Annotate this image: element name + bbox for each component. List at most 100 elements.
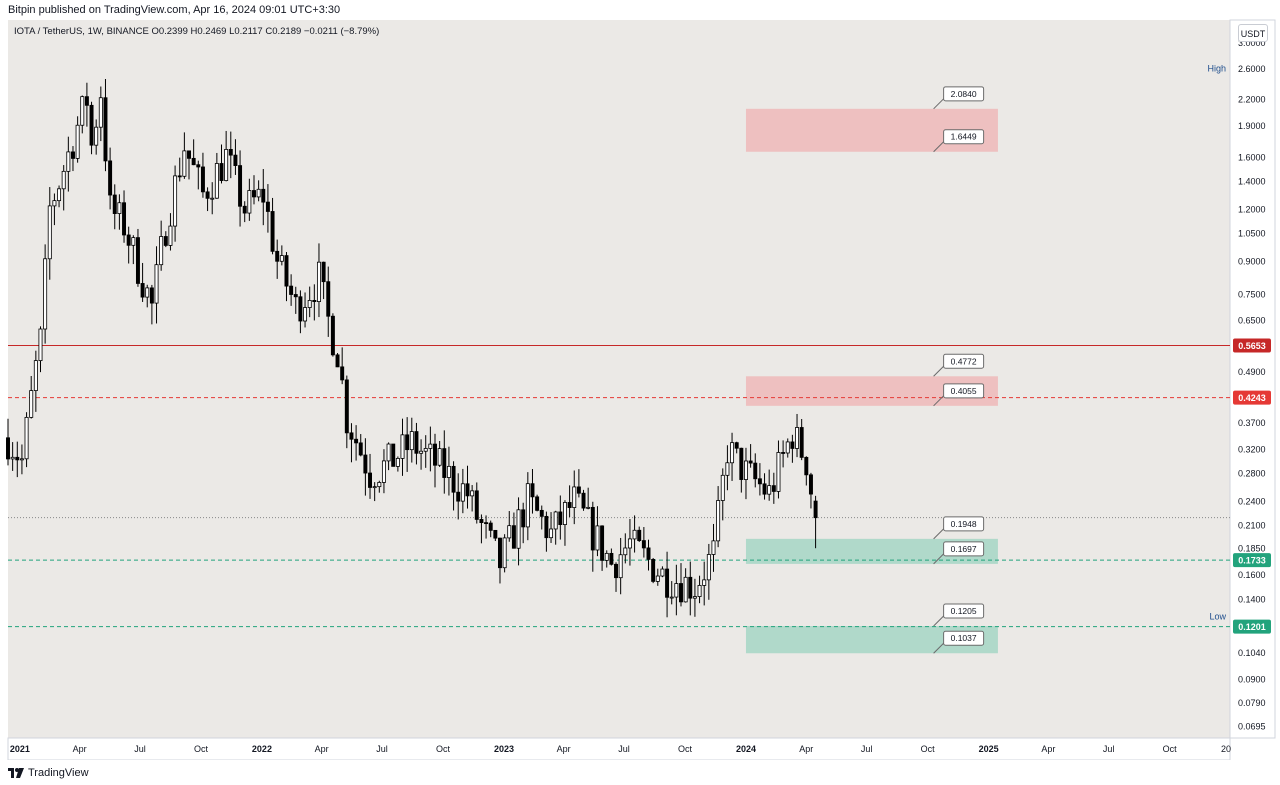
price-badge-bg — [1233, 338, 1271, 353]
candle-body-up — [706, 554, 711, 581]
candle — [265, 184, 270, 233]
candle-body-up — [595, 525, 600, 551]
candle — [61, 165, 66, 211]
candle-body-up — [549, 528, 554, 539]
candle — [135, 228, 140, 287]
candle — [75, 116, 80, 163]
candle-body-down — [242, 205, 247, 214]
candle-body-down — [122, 202, 127, 236]
candle — [126, 226, 131, 264]
candle-body-up — [145, 287, 150, 298]
callout-box — [943, 630, 985, 646]
candle-body-up — [29, 390, 34, 418]
candle-body-down — [530, 483, 535, 498]
zone-label: 0.1948 — [933, 516, 985, 540]
candle — [219, 144, 224, 184]
candle-body-up — [279, 255, 284, 262]
candle — [688, 561, 693, 616]
candle — [224, 130, 229, 182]
candle — [233, 139, 238, 175]
zone-price-label: 0.4055 — [951, 386, 977, 396]
candle-body-down — [191, 157, 196, 166]
candle — [702, 561, 707, 606]
candle-body-down — [813, 500, 818, 519]
candle — [354, 425, 359, 461]
candle — [590, 501, 595, 572]
candle — [428, 426, 433, 472]
zone-price-label: 0.1697 — [951, 544, 977, 554]
candle — [117, 194, 122, 230]
candle — [344, 375, 349, 449]
candle-body-down — [558, 511, 563, 525]
candle — [488, 520, 493, 538]
x-tick-label: Apr — [557, 744, 571, 754]
candle — [298, 290, 303, 334]
candle-body-down — [465, 483, 470, 497]
tradingview-logo-icon — [8, 767, 24, 778]
candle-body-up — [428, 443, 433, 449]
candle-body-down — [651, 559, 656, 582]
candle-body-down — [344, 379, 349, 434]
candle — [242, 201, 247, 223]
candle — [52, 193, 57, 226]
candle — [795, 413, 800, 458]
candle — [456, 473, 461, 520]
candle — [6, 418, 10, 466]
candle — [196, 160, 201, 190]
candle — [790, 434, 795, 463]
price-axis[interactable] — [1229, 19, 1276, 739]
candle-body-down — [567, 502, 572, 508]
candle — [400, 418, 405, 476]
candle-body-down — [219, 163, 224, 181]
candle — [451, 461, 456, 511]
candle-body-up — [502, 537, 507, 569]
candle — [433, 433, 437, 488]
x-tick-label: 2023 — [494, 744, 514, 754]
candle-body-up — [720, 474, 725, 501]
candle-body-up — [692, 596, 697, 599]
currency-button[interactable]: USDT — [1238, 24, 1268, 42]
x-tick-label: Jul — [618, 744, 630, 754]
zone-label: 1.6449 — [933, 129, 985, 153]
candle-body-down — [177, 175, 182, 178]
candle-body-up — [173, 175, 178, 227]
y-tick-label: 3.0000 — [1238, 38, 1266, 48]
price-badge-bg — [1233, 619, 1271, 634]
candle — [261, 169, 266, 226]
candle — [214, 152, 219, 199]
candle — [651, 557, 656, 584]
candle-body-down — [799, 427, 804, 458]
candle — [604, 550, 609, 568]
candle-body-up — [660, 568, 665, 577]
candle — [330, 313, 335, 357]
candle-body-up — [623, 547, 628, 556]
candle — [19, 444, 24, 475]
price-chart[interactable]: 2.0840 1.6449 0.4772 0.4055 0.1948 0.1697 0.12… — [0, 0, 1280, 760]
candle-body-down — [233, 154, 238, 166]
y-tick-label: 1.6000 — [1238, 152, 1266, 162]
y-tick-label: 0.2400 — [1238, 496, 1266, 506]
candle-body-down — [312, 300, 317, 302]
candle — [94, 119, 99, 155]
candle — [646, 539, 651, 571]
candle — [493, 529, 498, 542]
candle — [618, 537, 623, 595]
candle-body-up — [572, 486, 577, 508]
candle — [502, 534, 507, 573]
x-tick-label: 2024 — [736, 744, 756, 754]
candle-body-up — [24, 416, 29, 460]
candle-body-up — [795, 427, 800, 449]
x-tick-label: 2025 — [979, 744, 999, 754]
candle-body-up — [767, 485, 772, 495]
candle-body-down — [112, 194, 117, 214]
tradingview-logo: TradingView — [8, 767, 89, 779]
candle — [247, 178, 252, 221]
candle — [270, 197, 275, 255]
time-axis[interactable] — [7, 737, 1231, 760]
candle-body-up — [409, 431, 414, 451]
legend-text: IOTA / TetherUS, 1W, BINANCE O0.2399 H0.… — [14, 26, 380, 37]
candle-body-up — [674, 583, 679, 598]
candle-body-down — [614, 563, 618, 579]
candle-body-down — [205, 191, 210, 199]
zone-label: 0.1037 — [933, 630, 985, 654]
